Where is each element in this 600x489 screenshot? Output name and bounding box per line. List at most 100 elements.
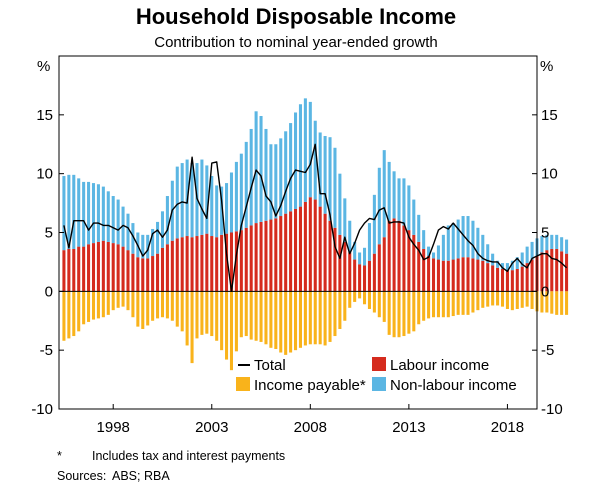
y-axis-unit-left: % bbox=[37, 58, 50, 75]
labour-income-bar bbox=[165, 244, 169, 292]
income-payable-bar bbox=[308, 291, 312, 345]
income-payable-bar bbox=[466, 291, 470, 315]
non-labour-income-bar bbox=[160, 211, 165, 248]
income-payable-bar bbox=[126, 291, 130, 311]
non-labour-income-bar bbox=[210, 176, 214, 237]
labour-income-bar bbox=[560, 251, 564, 292]
income-payable-bar bbox=[402, 291, 406, 337]
income-payable-bar bbox=[461, 291, 465, 315]
y-tick-label-left: 15 bbox=[36, 107, 53, 124]
income-payable-bar bbox=[348, 291, 352, 308]
non-labour-income-bar bbox=[382, 150, 386, 238]
non-labour-income-bar bbox=[225, 183, 229, 234]
non-labour-income-bar bbox=[456, 219, 460, 259]
labour-income-bar bbox=[510, 270, 514, 292]
labour-income-bar bbox=[565, 253, 569, 292]
labour-income-bar bbox=[540, 252, 544, 292]
income-payable-bar bbox=[294, 291, 298, 351]
income-payable-bar bbox=[560, 291, 564, 315]
x-tick-label: 2013 bbox=[392, 419, 425, 436]
income-payable-bar bbox=[407, 291, 411, 334]
income-payable-bar bbox=[205, 291, 209, 334]
non-labour-income-bar bbox=[298, 104, 302, 207]
non-labour-income-bar bbox=[318, 132, 322, 207]
non-labour-income-bar bbox=[510, 260, 514, 271]
labour-income-bar bbox=[284, 213, 288, 292]
non-labour-income-bar bbox=[190, 163, 194, 238]
income-payable-bar bbox=[151, 291, 155, 321]
x-tick-label: 2003 bbox=[195, 419, 228, 436]
non-labour-income-bar bbox=[431, 252, 436, 259]
labour-income-bar bbox=[422, 248, 426, 292]
non-labour-income-bar bbox=[476, 227, 480, 260]
non-labour-income-bar bbox=[491, 253, 495, 266]
non-labour-income-bar bbox=[121, 206, 125, 247]
non-labour-income-bar bbox=[520, 252, 524, 267]
labour-income-bar bbox=[234, 231, 238, 292]
income-payable-bar bbox=[358, 291, 362, 299]
x-tick-label: 2008 bbox=[294, 419, 327, 436]
income-payable-bar bbox=[313, 291, 317, 345]
chart-title: Household Disposable Income bbox=[136, 4, 456, 29]
sources-label: Sources: bbox=[57, 469, 106, 483]
labour-income-bar bbox=[195, 236, 199, 292]
income-payable-bar bbox=[269, 291, 273, 348]
income-payable-bar bbox=[121, 291, 125, 307]
labour-income-bar bbox=[362, 265, 367, 292]
y-tick-label-left: 10 bbox=[36, 166, 53, 183]
income-payable-bar bbox=[259, 291, 263, 342]
non-labour-income-bar bbox=[308, 101, 312, 198]
labour-income-bar bbox=[249, 225, 253, 292]
non-labour-income-bar bbox=[550, 234, 554, 249]
income-payable-bar bbox=[165, 291, 169, 319]
income-payable-bar bbox=[225, 291, 229, 360]
labour-income-bar bbox=[126, 250, 130, 292]
labour-income-bar bbox=[274, 218, 278, 292]
non-labour-income-bar bbox=[427, 246, 431, 257]
labour-income-bar bbox=[318, 206, 322, 292]
non-labour-income-bar bbox=[333, 147, 337, 228]
income-payable-bar bbox=[500, 291, 505, 307]
labour-income-bar bbox=[441, 260, 445, 292]
labour-income-bar bbox=[382, 237, 386, 292]
income-payable-bar bbox=[111, 291, 115, 311]
non-labour-income-bar bbox=[67, 174, 71, 249]
income-payable-bar bbox=[431, 291, 436, 318]
non-labour-income-bar bbox=[358, 252, 362, 265]
non-labour-income-bar bbox=[244, 141, 248, 228]
non-labour-income-bar bbox=[313, 120, 317, 200]
labour-income-bar bbox=[180, 237, 184, 292]
non-labour-income-bar bbox=[200, 159, 204, 235]
labour-income-bar bbox=[62, 250, 66, 292]
income-payable-bar bbox=[195, 291, 199, 339]
non-labour-income-bar bbox=[77, 178, 81, 247]
income-payable-bar bbox=[476, 291, 480, 311]
labour-income-bar bbox=[141, 258, 145, 292]
total-line bbox=[63, 143, 568, 292]
labour-income-bar bbox=[545, 250, 549, 292]
income-payable-bar bbox=[220, 291, 224, 351]
non-labour-income-bar bbox=[62, 176, 66, 251]
labour-income-bar bbox=[175, 238, 179, 292]
income-payable-bar bbox=[234, 291, 238, 352]
non-labour-income-bar bbox=[486, 244, 490, 264]
labour-income-bar bbox=[486, 263, 490, 292]
bars-group bbox=[62, 98, 569, 371]
labour-income-bar bbox=[67, 248, 71, 292]
labour-income-bar bbox=[264, 220, 268, 292]
labour-income-bar bbox=[555, 248, 559, 292]
legend-non-labour-label: Non-labour income bbox=[390, 377, 517, 394]
y-tick-label-left: -5 bbox=[40, 342, 53, 359]
labour-income-bar bbox=[116, 244, 120, 292]
labour-income-bar bbox=[289, 211, 293, 292]
y-axis-unit-right: % bbox=[540, 58, 553, 75]
non-labour-income-bar bbox=[565, 239, 569, 254]
income-payable-bar bbox=[565, 291, 569, 315]
income-payable-bar bbox=[481, 291, 485, 308]
labour-income-bar bbox=[367, 260, 371, 292]
income-payable-bar bbox=[185, 291, 189, 346]
non-labour-income-bar bbox=[259, 116, 263, 222]
income-payable-bar bbox=[353, 291, 357, 302]
labour-income-bar bbox=[451, 259, 455, 292]
income-payable-bar bbox=[215, 291, 219, 341]
